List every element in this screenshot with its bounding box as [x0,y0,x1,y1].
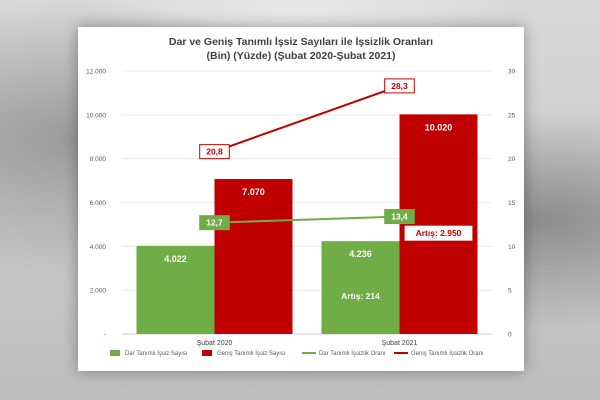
series-line [214,215,400,224]
category-label: Şubat 2020 [197,340,233,347]
bar-value-label: 7.070 [242,187,265,197]
right-axis-tick-label: 5 [508,288,512,295]
line-value-label: 20,8 [206,147,223,157]
legend-label: Dar Tanımlı İşsiz Sayısı [125,350,188,357]
left-axis-tick-label: 10.000 [86,112,106,119]
line-value-box [199,144,230,160]
category-label: Şubat 2021 [382,340,418,347]
line-value-box [384,209,415,225]
bar [399,114,478,335]
left-axis-tick-label: 2.000 [90,288,107,295]
right-axis-tick-label: 30 [508,69,516,76]
left-axis-tick-label: 8.000 [90,156,107,163]
series-line [214,84,400,153]
legend-label: Geniş Tanımlı İşsizlik Oranı [411,350,484,357]
legend-label: Geniş Tanımlı İşsiz Sayısı [217,350,286,357]
right-axis-tick-label: 25 [508,112,516,119]
line-value-label: 13,4 [391,212,408,222]
left-axis-tick-label: - [104,332,106,339]
right-axis-tick-label: 20 [508,156,516,163]
bar-value-label: 4.236 [349,249,372,259]
line-value-label: 12,7 [206,218,223,228]
right-axis-tick-label: 15 [508,200,516,207]
legend-swatch [202,350,212,356]
bar [136,245,215,334]
annotation-box [403,224,474,242]
annotation-box [330,287,391,305]
bar-value-label: 10.020 [425,122,453,132]
chart-card: Dar ve Geniş Tanımlı İşsiz Sayıları ile … [78,27,524,371]
line-value-box [384,78,415,94]
line-value-label: 28,3 [391,81,408,91]
bar [214,179,293,334]
annotation-label: Artış: 214 [341,291,380,301]
chart-subtitle: (Bin) (Yüzde) (Şubat 2020-Şubat 2021) [206,50,395,62]
legend-swatch [110,350,120,356]
bar-value-label: 4.022 [164,254,187,264]
legend-label: Dar Tanımlı İşsizlik Oranı [319,350,386,357]
bar [321,241,400,334]
left-axis-tick-label: 12.000 [86,69,106,76]
line-value-box [199,215,230,231]
right-axis-tick-label: 10 [508,244,516,251]
left-axis-tick-label: 4.000 [90,244,107,251]
left-axis-tick-label: 6.000 [90,200,107,207]
chart: Dar ve Geniş Tanımlı İşsiz Sayıları ile … [86,35,516,357]
chart-title: Dar ve Geniş Tanımlı İşsiz Sayıları ile … [169,35,433,48]
right-axis-tick-label: 0 [508,332,512,339]
annotation-label: Artış: 2.950 [416,228,462,238]
